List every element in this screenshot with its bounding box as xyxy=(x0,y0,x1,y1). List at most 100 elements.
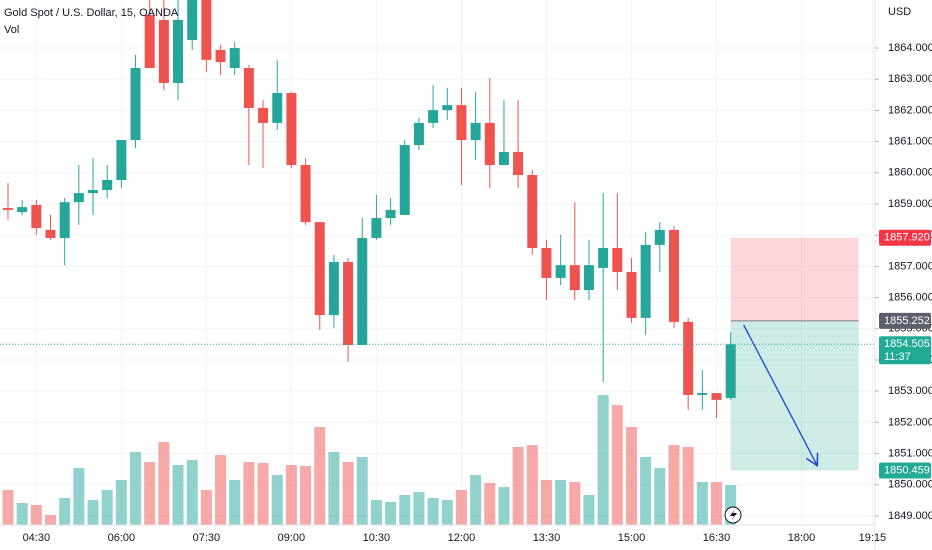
candle-body xyxy=(513,151,524,175)
position-zones xyxy=(730,237,859,471)
stop-zone xyxy=(730,237,859,321)
volume-bar xyxy=(640,457,652,525)
volume-bar xyxy=(625,427,637,525)
volume-bar xyxy=(73,468,85,525)
volume-bar xyxy=(597,395,609,525)
x-tick-label: 07:30 xyxy=(193,532,221,544)
candle-body xyxy=(201,0,212,60)
volume-bar xyxy=(328,452,340,525)
countdown-label: 11:37 xyxy=(884,351,911,363)
volume-bar xyxy=(215,455,227,525)
y-tick-label: 1856.000 xyxy=(888,291,932,303)
volume-bar xyxy=(370,500,382,525)
x-tick-label: 04:30 xyxy=(23,532,51,544)
x-tick-label: 06:00 xyxy=(108,532,136,544)
y-tick-label: 1853.000 xyxy=(888,385,932,397)
volume-bar xyxy=(540,480,552,525)
candle-body xyxy=(187,0,198,40)
volume-bar xyxy=(512,447,524,525)
x-tick-label: 10:30 xyxy=(363,532,391,544)
candle-body xyxy=(243,68,254,108)
volume-bar xyxy=(498,487,510,525)
volume-bar xyxy=(257,463,269,525)
price-label-box xyxy=(879,229,931,246)
candle-body xyxy=(498,151,509,166)
candle-layer xyxy=(3,0,736,419)
y-tick-label: 1850.000 xyxy=(888,479,932,491)
candle-body xyxy=(229,48,240,69)
candle-body xyxy=(3,208,13,210)
candle-body xyxy=(130,68,141,141)
volume-bar xyxy=(186,460,198,525)
candle-body xyxy=(314,222,325,316)
candle-body xyxy=(683,321,694,395)
x-tick-label: 19:15 xyxy=(859,532,887,544)
candle-body xyxy=(413,122,424,146)
volume-bar xyxy=(455,490,467,525)
candle-body xyxy=(598,247,609,268)
target-zone xyxy=(730,320,859,471)
candle-body xyxy=(428,110,439,123)
x-tick-label: 12:00 xyxy=(448,532,476,544)
candle-body xyxy=(697,393,708,395)
candle-body xyxy=(583,265,594,291)
overlay xyxy=(0,324,875,465)
volume-bar xyxy=(711,482,722,525)
volume-bar xyxy=(654,468,666,525)
volume-bar xyxy=(229,480,241,525)
candle-body xyxy=(158,19,169,83)
candle-body xyxy=(527,175,538,248)
candle-body xyxy=(59,202,70,239)
volume-bar xyxy=(144,462,156,525)
volume-label: Vol xyxy=(4,24,19,36)
y-tick-label: 1849.000 xyxy=(888,510,932,522)
volume-bar xyxy=(356,457,368,525)
volume-bar xyxy=(399,495,411,525)
candle-body xyxy=(668,229,679,322)
grid xyxy=(0,0,875,525)
volume-bar xyxy=(583,495,595,525)
candle-body xyxy=(640,244,651,318)
volume-bar xyxy=(668,445,680,525)
y-tick-label: 1851.000 xyxy=(888,447,932,459)
volume-bar xyxy=(87,500,99,525)
candle-body xyxy=(88,189,99,194)
candle-body xyxy=(215,49,226,63)
volume-bar xyxy=(130,452,142,525)
volume-bar xyxy=(427,498,439,525)
replay-icon[interactable] xyxy=(724,506,742,524)
volume-bar xyxy=(243,462,255,525)
price-label: 1857.920 xyxy=(884,232,930,244)
x-tick-label: 15:00 xyxy=(618,532,646,544)
x-tick-label: 13:30 xyxy=(533,532,561,544)
volume-bar xyxy=(682,447,694,525)
candle-body xyxy=(612,247,623,273)
candle-body xyxy=(31,204,42,229)
y-tick-label: 1852.000 xyxy=(888,416,932,428)
candle-body xyxy=(399,145,410,215)
y-tick-label: 1857.000 xyxy=(888,260,932,272)
price-label: 1850.459 xyxy=(884,464,930,476)
candle-body xyxy=(470,122,481,141)
volume-bar xyxy=(115,480,127,525)
volume-bar xyxy=(725,485,737,525)
candle-body xyxy=(286,92,297,166)
y-tick-label: 1861.000 xyxy=(888,136,932,148)
volume-bar xyxy=(470,475,482,525)
candle-body xyxy=(116,140,127,180)
candle-body xyxy=(258,107,269,123)
candle-body xyxy=(45,229,56,239)
candle-body xyxy=(371,218,382,239)
volume-layer xyxy=(2,395,737,525)
volume-bar xyxy=(385,502,397,525)
price-label-box xyxy=(879,336,931,365)
candle-body xyxy=(555,265,566,278)
candle-body xyxy=(711,393,722,400)
volume-bar xyxy=(696,482,708,525)
candle-body xyxy=(541,247,552,278)
candle-body xyxy=(725,344,736,399)
price-label-box xyxy=(879,312,931,329)
volume-bar xyxy=(200,490,212,525)
volume-bar xyxy=(16,503,28,525)
